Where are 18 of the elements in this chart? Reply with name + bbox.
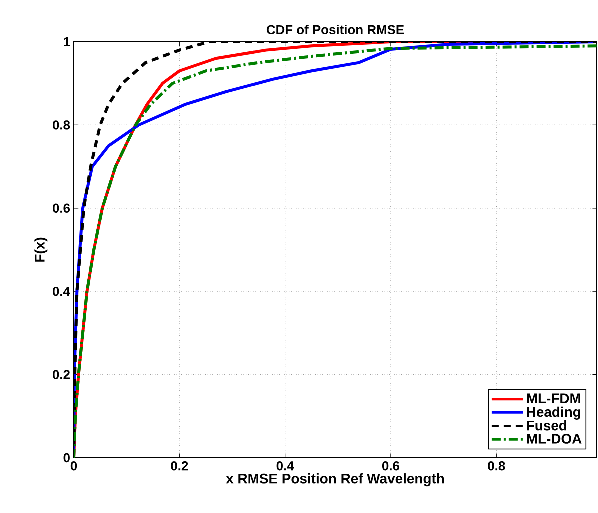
x-tick-label: 0.2 (171, 462, 188, 471)
x-tick-label: 0 (70, 462, 78, 471)
x-tick-label: 0.4 (276, 462, 294, 471)
x-tick-label: 0.6 (382, 462, 400, 471)
x-axis-title: x RMSE Position Ref Wavelength (226, 474, 444, 487)
y-tick-label: 0 (64, 453, 70, 463)
legend-label: Fused (527, 420, 567, 431)
legend-label: ML-DOA (527, 434, 582, 444)
legend-label: ML-FDM (527, 394, 580, 404)
y-tick-label: 0.2 (52, 370, 70, 380)
y-axis-title: F(x) (34, 238, 48, 262)
legend-label: Heading (527, 406, 580, 420)
chart-title: CDF of Position RMSE (266, 24, 404, 34)
x-tick-label: 0.8 (488, 462, 506, 471)
y-tick-label: 0.4 (52, 287, 70, 296)
y-tick-label: 1 (64, 38, 70, 46)
y-tick-label: 0.6 (52, 204, 70, 213)
y-tick-label: 0.8 (52, 120, 70, 130)
